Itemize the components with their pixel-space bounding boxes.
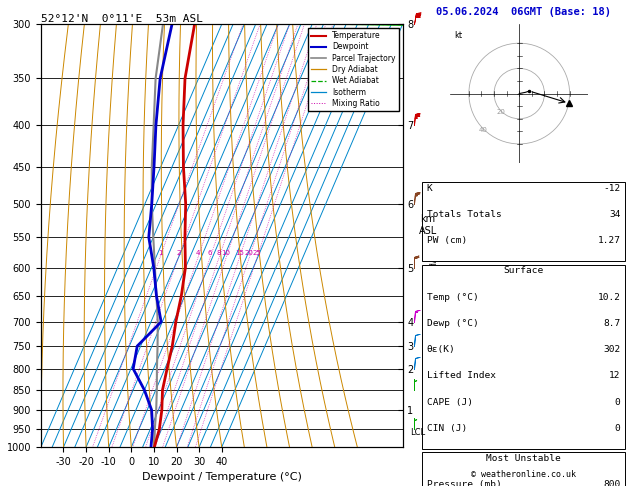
Text: Most Unstable: Most Unstable bbox=[486, 454, 561, 463]
Text: 6: 6 bbox=[208, 250, 213, 256]
Text: -12: -12 bbox=[603, 184, 621, 193]
Text: 2: 2 bbox=[176, 250, 181, 256]
Text: © weatheronline.co.uk: © weatheronline.co.uk bbox=[471, 469, 576, 479]
Text: 20: 20 bbox=[497, 109, 506, 115]
Text: CAPE (J): CAPE (J) bbox=[426, 398, 473, 407]
Text: 25: 25 bbox=[252, 250, 261, 256]
Bar bbox=[423, 182, 625, 261]
Text: 1.27: 1.27 bbox=[598, 236, 621, 245]
Legend: Temperature, Dewpoint, Parcel Trajectory, Dry Adiabat, Wet Adiabat, Isotherm, Mi: Temperature, Dewpoint, Parcel Trajectory… bbox=[308, 28, 399, 111]
Text: Mixing Ratio (g/kg): Mixing Ratio (g/kg) bbox=[426, 196, 435, 276]
Text: Lifted Index: Lifted Index bbox=[426, 371, 496, 381]
Bar bbox=[423, 452, 625, 486]
Text: 800: 800 bbox=[603, 480, 621, 486]
Text: kt: kt bbox=[454, 31, 462, 39]
Text: 05.06.2024  06GMT (Base: 18): 05.06.2024 06GMT (Base: 18) bbox=[436, 7, 611, 17]
Text: 10.2: 10.2 bbox=[598, 293, 621, 302]
Text: Pressure (mb): Pressure (mb) bbox=[426, 480, 501, 486]
Text: 1: 1 bbox=[158, 250, 162, 256]
Text: PW (cm): PW (cm) bbox=[426, 236, 467, 245]
Text: 302: 302 bbox=[603, 345, 621, 354]
Text: 0: 0 bbox=[615, 398, 621, 407]
Text: θε(K): θε(K) bbox=[426, 345, 455, 354]
Text: 8.7: 8.7 bbox=[603, 319, 621, 328]
Text: 40: 40 bbox=[479, 127, 487, 133]
Y-axis label: km
ASL: km ASL bbox=[418, 214, 437, 236]
Text: K: K bbox=[426, 184, 433, 193]
X-axis label: Dewpoint / Temperature (°C): Dewpoint / Temperature (°C) bbox=[142, 472, 302, 483]
Text: 52°12'N  0°11'E  53m ASL: 52°12'N 0°11'E 53m ASL bbox=[41, 14, 203, 23]
Text: Dewp (°C): Dewp (°C) bbox=[426, 319, 479, 328]
Text: 20: 20 bbox=[245, 250, 253, 256]
Text: Temp (°C): Temp (°C) bbox=[426, 293, 479, 302]
Text: 8: 8 bbox=[217, 250, 221, 256]
Text: 34: 34 bbox=[609, 210, 621, 219]
Text: 15: 15 bbox=[235, 250, 244, 256]
Text: 10: 10 bbox=[221, 250, 231, 256]
Text: 12: 12 bbox=[609, 371, 621, 381]
Y-axis label: hPa: hPa bbox=[0, 226, 1, 246]
Text: CIN (J): CIN (J) bbox=[426, 424, 467, 433]
Text: Totals Totals: Totals Totals bbox=[426, 210, 501, 219]
Text: 4: 4 bbox=[196, 250, 200, 256]
Text: LCL: LCL bbox=[410, 428, 425, 437]
Text: 0: 0 bbox=[615, 424, 621, 433]
Text: Surface: Surface bbox=[504, 266, 543, 276]
Bar bbox=[423, 265, 625, 449]
